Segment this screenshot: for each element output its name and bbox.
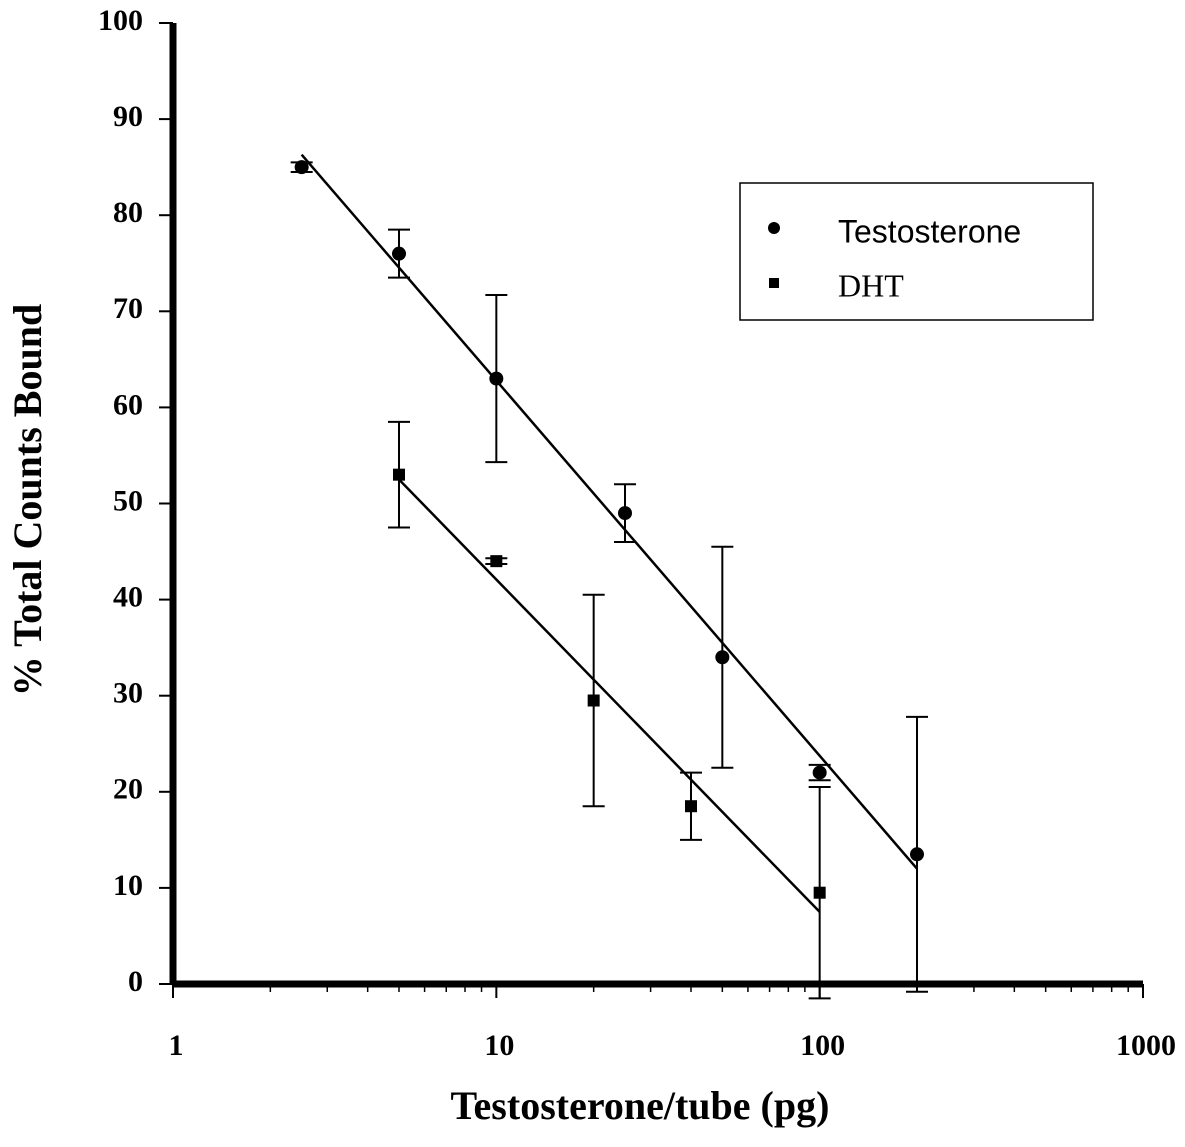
y-tick-label: 80 bbox=[113, 196, 143, 229]
data-point bbox=[490, 555, 503, 568]
data-point bbox=[393, 468, 406, 481]
y-tick-label: 60 bbox=[113, 388, 143, 421]
data-point bbox=[813, 886, 826, 899]
y-tick-label: 50 bbox=[113, 484, 143, 517]
x-tick-label: 100 bbox=[800, 1029, 845, 1062]
y-axis-label: % Total Counts Bound bbox=[5, 304, 50, 696]
y-tick-label: 0 bbox=[128, 965, 143, 998]
y-tick-label: 20 bbox=[113, 773, 143, 806]
legend-marker bbox=[768, 222, 780, 234]
y-tick-label: 10 bbox=[113, 869, 143, 902]
fit-line bbox=[398, 478, 821, 913]
data-point bbox=[715, 650, 730, 665]
data-point bbox=[684, 800, 697, 813]
legend-marker bbox=[769, 278, 779, 288]
x-tick-label: 10 bbox=[484, 1029, 514, 1062]
y-tick-label: 30 bbox=[113, 677, 143, 710]
y-tick-label: 90 bbox=[113, 100, 143, 133]
data-point bbox=[392, 246, 407, 261]
fit-line bbox=[300, 153, 918, 870]
legend-label: DHT bbox=[838, 267, 904, 303]
legend-label: Testosterone bbox=[838, 213, 1021, 249]
data-point bbox=[587, 694, 600, 707]
x-tick-label: 1 bbox=[169, 1029, 184, 1062]
x-axis-label: Testosterone/tube (pg) bbox=[451, 1083, 830, 1128]
data-point bbox=[489, 371, 504, 386]
x-tick-label: 1000 bbox=[1116, 1029, 1176, 1062]
data-point bbox=[812, 765, 827, 780]
y-tick-label: 70 bbox=[113, 292, 143, 325]
data-point bbox=[909, 847, 924, 862]
y-tick-label: 100 bbox=[98, 4, 143, 37]
data-point bbox=[294, 160, 309, 175]
data-point bbox=[618, 506, 633, 521]
legend-box bbox=[739, 182, 1094, 321]
y-tick-label: 40 bbox=[113, 580, 143, 613]
